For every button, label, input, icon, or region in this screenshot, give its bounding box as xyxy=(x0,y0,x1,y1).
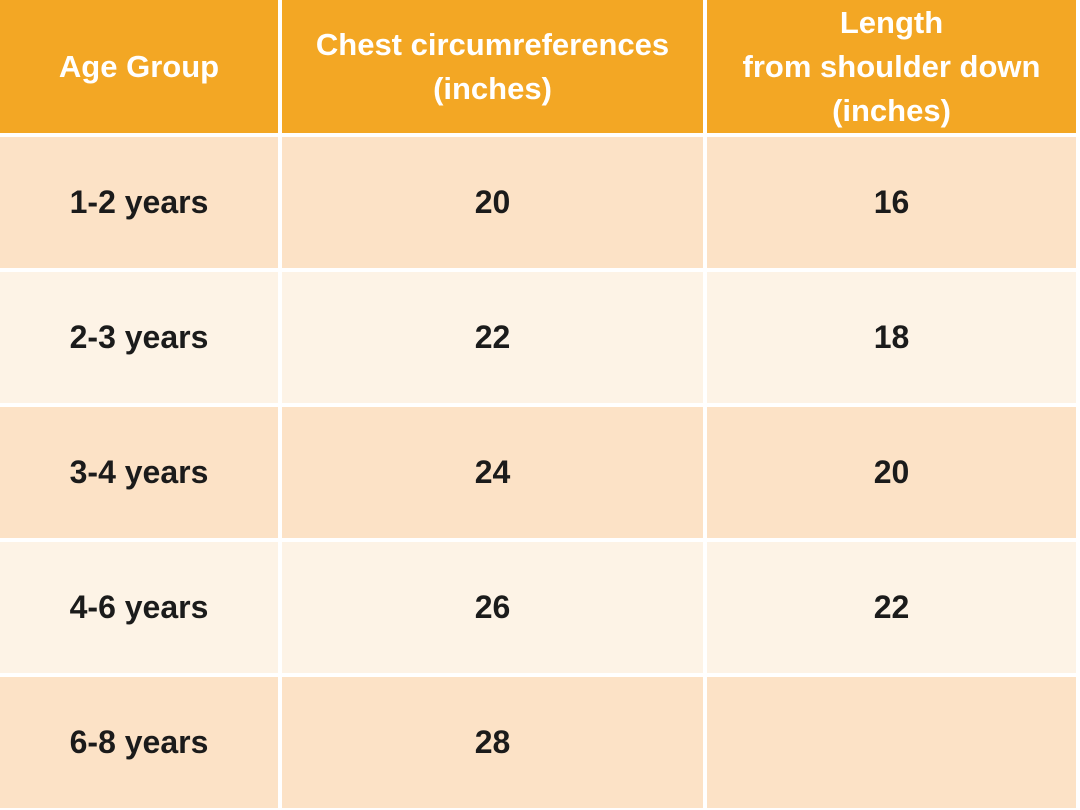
header-line: from shoulder down xyxy=(742,48,1041,84)
cell-length-value: 20 xyxy=(707,407,1076,538)
header-cell-length: Length from shoulder down (inches) xyxy=(707,0,1076,133)
cell-age-group: 3-4 years xyxy=(0,407,278,538)
cell-length-value: 22 xyxy=(707,542,1076,673)
cell-length-value xyxy=(707,677,1076,808)
cell-length-value: 16 xyxy=(707,137,1076,268)
cell-chest-value: 22 xyxy=(282,272,703,403)
header-line: (inches) xyxy=(832,92,951,128)
header-line: Length xyxy=(839,4,944,40)
header-line: (inches) xyxy=(433,70,552,106)
cell-age-group: 6-8 years xyxy=(0,677,278,808)
cell-chest-value: 26 xyxy=(282,542,703,673)
cell-age-group: 1-2 years xyxy=(0,137,278,268)
header-line: Chest circumreferences xyxy=(315,26,670,62)
header-cell-chest-circumference: Chest circumreferences (inches) xyxy=(282,0,703,133)
cell-chest-value: 24 xyxy=(282,407,703,538)
cell-length-value: 18 xyxy=(707,272,1076,403)
cell-age-group: 2-3 years xyxy=(0,272,278,403)
header-cell-age-group: Age Group xyxy=(0,0,278,133)
cell-age-group: 4-6 years xyxy=(0,542,278,673)
cell-chest-value: 20 xyxy=(282,137,703,268)
header-line: Age Group xyxy=(58,48,220,84)
cell-chest-value: 28 xyxy=(282,677,703,808)
